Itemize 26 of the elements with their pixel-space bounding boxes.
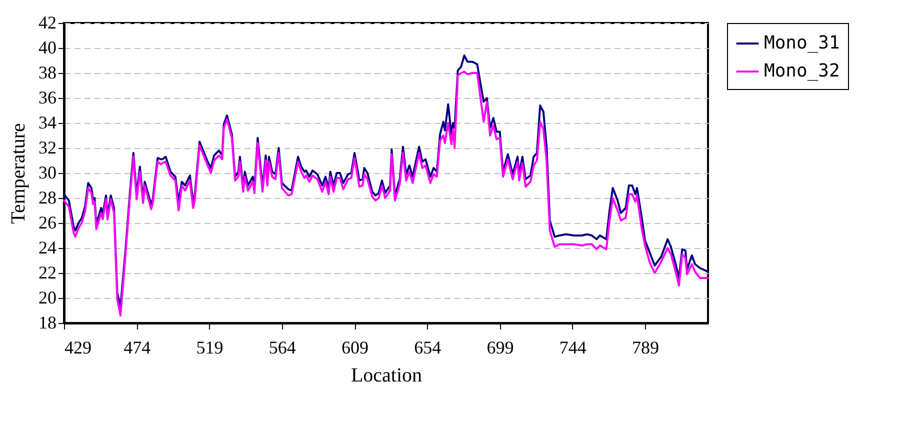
y-tick-label: 24 [38,238,56,258]
x-axis-title: Location [350,364,422,386]
y-tick-label: 32 [38,138,56,158]
x-tick-label: 429 [64,338,92,358]
y-tick-label: 30 [38,162,56,182]
y-tick-label: 40 [38,38,56,58]
x-tick-label: 609 [342,338,369,358]
y-tick-label: 42 [38,12,56,32]
y-tick-label: 38 [38,62,56,82]
y-tick-label: 28 [38,188,56,208]
y-tick-label: 26 [38,212,56,232]
y-tick-label: 34 [38,112,56,132]
x-tick-label: 519 [196,338,224,358]
x-tick-label: 699 [486,338,514,358]
legend-label: Mono_32 [764,60,840,82]
x-tick-label: 564 [268,338,296,358]
y-tick-label: 20 [38,288,56,308]
y-tick-label: 18 [38,312,56,332]
y-axis-title: Temperature [8,123,30,224]
x-tick-label: 744 [559,338,586,358]
legend-label: Mono_31 [764,32,840,54]
y-tick-label: 22 [38,262,56,282]
x-tick-label: 789 [632,338,660,358]
x-tick-label: 474 [124,338,151,358]
y-tick-label: 36 [38,88,56,108]
x-tick-label: 654 [414,338,442,358]
